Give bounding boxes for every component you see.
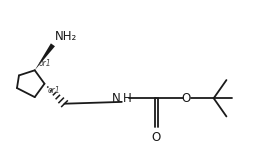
Text: or1: or1 [48,86,61,95]
Text: NH₂: NH₂ [55,30,77,43]
Text: H: H [123,92,132,105]
Text: N: N [112,92,121,105]
Text: O: O [152,131,161,144]
Text: O: O [182,92,191,105]
Text: or1: or1 [38,59,51,68]
Polygon shape [35,43,55,70]
